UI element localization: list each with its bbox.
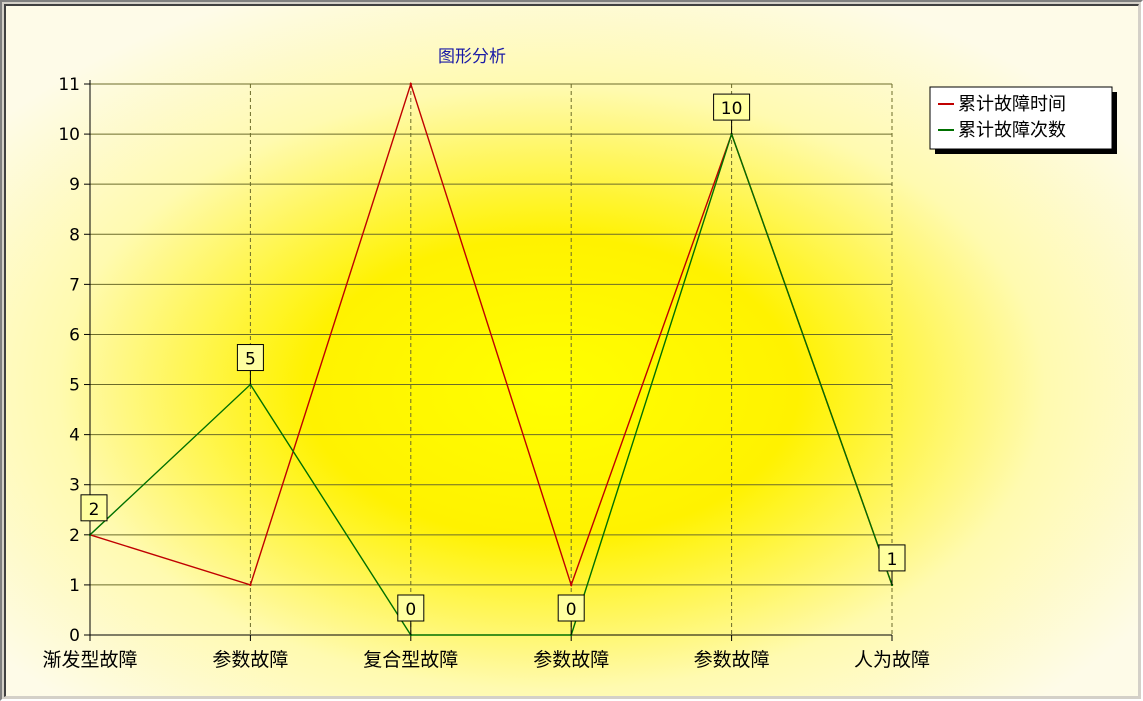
- chart-title: 图形分析: [438, 47, 506, 67]
- data-label: 2: [89, 500, 100, 520]
- data-point: [409, 82, 412, 86]
- data-label-box: [878, 544, 906, 572]
- series-line-count: [89, 131, 893, 636]
- data-label-box: [713, 93, 751, 121]
- y-tick-label: 10: [58, 125, 80, 145]
- y-tick-label: 3: [69, 476, 80, 496]
- y-tick-label: 11: [58, 75, 80, 95]
- x-tick-label: 渐发型故障: [42, 649, 137, 671]
- x-tick-label: 参数故障: [533, 649, 609, 671]
- data-label-box: [236, 344, 264, 372]
- y-tick-label: 6: [69, 325, 80, 345]
- y-tick-label: 5: [69, 376, 80, 396]
- x-tick-label: 人为故障: [854, 649, 930, 671]
- legend-box: [929, 86, 1113, 150]
- legend-label-count: 累计故障次数: [958, 120, 1066, 141]
- legend: 累计故障时间 累计故障次数: [929, 86, 1117, 154]
- y-tick-label: 7: [69, 275, 80, 295]
- y-tick-label: 8: [69, 225, 80, 245]
- y-tick-label: 4: [69, 426, 80, 446]
- data-label-box: [557, 594, 585, 622]
- x-tick-label: 复合型故障: [363, 649, 458, 671]
- data-point: [570, 583, 573, 587]
- data-label: 10: [721, 99, 743, 119]
- grid: [90, 83, 893, 635]
- y-tick-label: 1: [69, 576, 80, 596]
- data-label-box: [397, 594, 425, 622]
- y-tick-label: 0: [69, 626, 80, 646]
- data-label: 0: [405, 600, 416, 620]
- x-tick-label: 参数故障: [694, 649, 770, 671]
- data-label: 5: [245, 350, 256, 370]
- y-tick-label: 9: [69, 175, 80, 195]
- data-label: 1: [887, 550, 898, 570]
- x-tick-label: 参数故障: [212, 649, 288, 671]
- data-labels: 2 5 0 0 10 1: [80, 93, 906, 635]
- legend-label-time: 累计故障时间: [958, 94, 1066, 115]
- data-point: [249, 583, 252, 587]
- data-label: 0: [566, 600, 577, 620]
- y-tick-label: 2: [69, 526, 80, 546]
- chart-panel: 图形分析 0 1 2 3 4 5 6 7 8 9 10 11 渐发型故障 参数故障 复合型故障 参数故障 参数故…: [4, 4, 1139, 697]
- data-label-box: [80, 494, 108, 522]
